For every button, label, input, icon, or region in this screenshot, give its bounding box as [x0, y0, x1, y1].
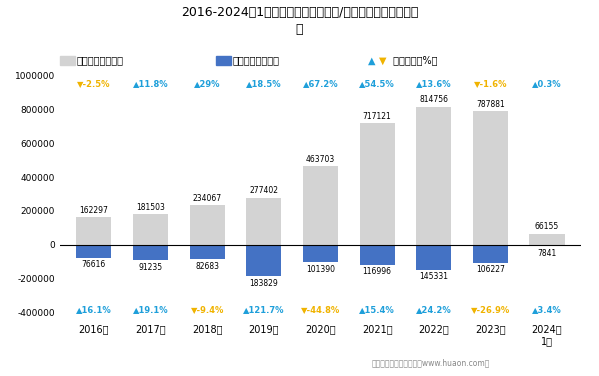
Text: ▲3.4%: ▲3.4% [532, 306, 562, 314]
Text: ▲18.5%: ▲18.5% [246, 79, 282, 88]
Bar [246, 245, 282, 276]
Text: 787881: 787881 [476, 100, 505, 109]
Text: 制图：华经产业研究院（www.huaon.com）: 制图：华经产业研究院（www.huaon.com） [372, 359, 491, 368]
Text: 162297: 162297 [80, 206, 108, 215]
Bar [133, 245, 168, 261]
Text: ▲13.6%: ▲13.6% [416, 79, 452, 88]
Bar [530, 234, 565, 245]
Text: 91235: 91235 [138, 263, 162, 272]
Bar [76, 217, 111, 245]
Text: 82683: 82683 [195, 261, 219, 270]
Text: 101390: 101390 [306, 265, 335, 274]
Bar [473, 245, 508, 263]
Text: 116996: 116996 [362, 267, 392, 276]
Bar [303, 166, 338, 245]
Text: ▲16.1%: ▲16.1% [76, 306, 112, 314]
Text: ▲0.3%: ▲0.3% [533, 79, 562, 88]
Text: ▲24.2%: ▲24.2% [416, 306, 452, 314]
Text: 2016-2024年1月滁州市（境内目的地/货源地）进、出口额统
计: 2016-2024年1月滁州市（境内目的地/货源地）进、出口额统 计 [181, 6, 418, 36]
Bar [190, 205, 225, 245]
Bar [303, 245, 338, 262]
Text: 145331: 145331 [419, 272, 448, 281]
Text: 66155: 66155 [535, 222, 559, 231]
Text: ▼-1.6%: ▼-1.6% [474, 79, 507, 88]
Text: ▲: ▲ [368, 56, 376, 65]
Text: ▲19.1%: ▲19.1% [133, 306, 168, 314]
Text: ▼-26.9%: ▼-26.9% [471, 306, 510, 314]
Text: 出口额（万美元）: 出口额（万美元） [77, 56, 123, 65]
Text: ▲29%: ▲29% [194, 79, 220, 88]
Bar [416, 245, 451, 270]
Text: ▼-2.5%: ▼-2.5% [77, 79, 111, 88]
Bar [246, 198, 282, 245]
Text: 181503: 181503 [136, 203, 165, 212]
Text: 106227: 106227 [476, 265, 505, 274]
Bar [190, 245, 225, 259]
Text: ▲54.5%: ▲54.5% [359, 79, 395, 88]
Text: ▲121.7%: ▲121.7% [243, 306, 285, 314]
Text: 进口额（万美元）: 进口额（万美元） [232, 56, 279, 65]
Text: 7841: 7841 [537, 249, 556, 258]
Text: ▲67.2%: ▲67.2% [302, 79, 338, 88]
Bar [133, 214, 168, 245]
Bar [76, 245, 111, 258]
Text: 76616: 76616 [81, 261, 106, 270]
Bar [530, 245, 565, 246]
Text: ▼: ▼ [379, 56, 387, 65]
Text: ▲11.8%: ▲11.8% [133, 79, 168, 88]
Bar [359, 123, 395, 245]
Text: 同比增长（%）: 同比增长（%） [390, 56, 437, 65]
Text: 277402: 277402 [249, 186, 279, 195]
Text: 463703: 463703 [306, 155, 335, 164]
Text: ▼-9.4%: ▼-9.4% [190, 306, 224, 314]
Bar [359, 245, 395, 265]
Text: ▲15.4%: ▲15.4% [359, 306, 395, 314]
Text: 234067: 234067 [193, 194, 222, 203]
Text: 183829: 183829 [249, 279, 278, 288]
Text: ▼-44.8%: ▼-44.8% [301, 306, 340, 314]
Text: 717121: 717121 [363, 112, 392, 121]
Bar [416, 107, 451, 245]
Bar [473, 111, 508, 245]
Text: 814756: 814756 [419, 95, 448, 104]
